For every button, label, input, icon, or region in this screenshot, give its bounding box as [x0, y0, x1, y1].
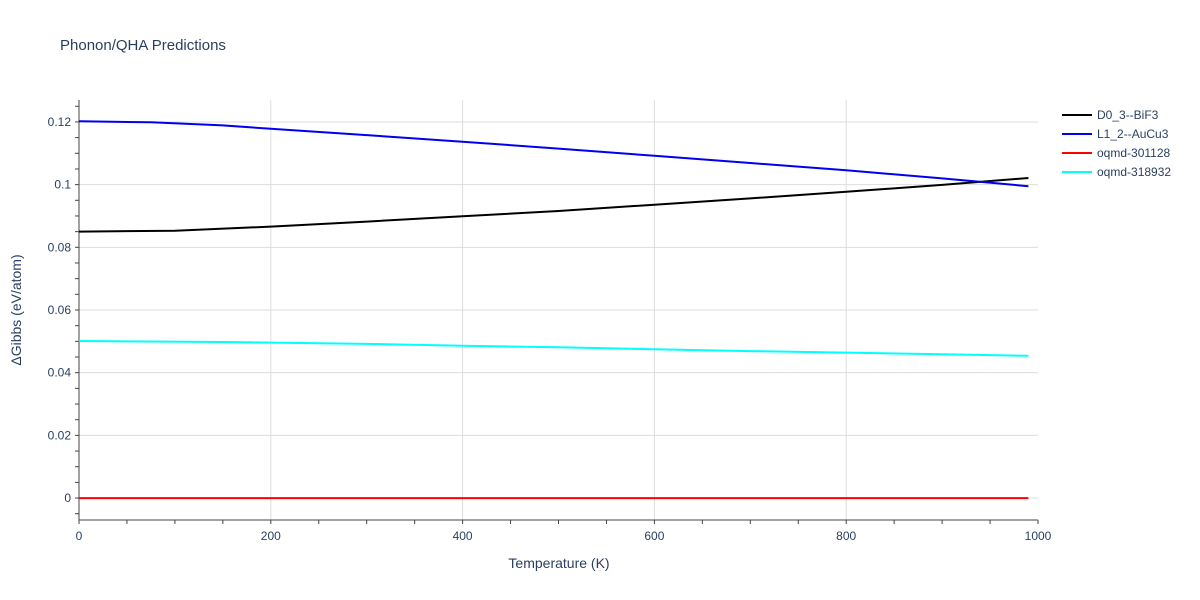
- series-line-l1-2-aucu3: [78, 120, 1029, 188]
- axes: [75, 100, 1039, 524]
- grid: [79, 100, 1038, 520]
- x-axis-title: Temperature (K): [508, 555, 609, 571]
- y-tick-label: 0.1: [54, 178, 71, 192]
- legend-item[interactable]: L1_2--AuCu3: [1062, 127, 1169, 141]
- x-tick-label: 0: [76, 529, 83, 543]
- legend-label: D0_3--BiF3: [1097, 108, 1159, 122]
- x-tick-label: 1000: [1025, 529, 1052, 543]
- legend-item[interactable]: oqmd-301128: [1062, 146, 1170, 160]
- legend-label: oqmd-301128: [1097, 146, 1170, 160]
- x-tick-label: 800: [836, 529, 856, 543]
- y-tick-label: 0: [64, 491, 71, 505]
- legend-item[interactable]: D0_3--BiF3: [1062, 108, 1159, 122]
- y-tick-label: 0.06: [48, 303, 72, 317]
- tick-labels: 0 200 400 600 800 1000 0 0.02 0.04 0.06 0.08 0.1 0.1…: [48, 115, 1052, 543]
- y-tick-label: 0.04: [48, 366, 72, 380]
- legend[interactable]: D0_3--BiF3 L1_2--AuCu3 oqmd-301128 oqmd-318…: [1062, 108, 1171, 179]
- chart-title: Phonon/QHA Predictions: [60, 37, 226, 54]
- legend-item[interactable]: oqmd-318932: [1062, 165, 1171, 179]
- legend-label: oqmd-318932: [1097, 165, 1171, 179]
- series-line-d0-3-bif3: [78, 177, 1029, 233]
- series-line-oqmd-318932: [78, 340, 1029, 357]
- x-tick-label: 600: [644, 529, 664, 543]
- y-tick-label: 0.08: [48, 240, 72, 254]
- x-tick-label: 400: [453, 529, 473, 543]
- y-tick-label: 0.12: [48, 115, 72, 129]
- x-tick-label: 200: [261, 529, 281, 543]
- y-axis-title: ΔGibbs (eV/atom): [8, 254, 24, 365]
- plot-lines: [78, 120, 1029, 500]
- legend-label: L1_2--AuCu3: [1097, 127, 1169, 141]
- y-tick-label: 0.02: [48, 428, 72, 442]
